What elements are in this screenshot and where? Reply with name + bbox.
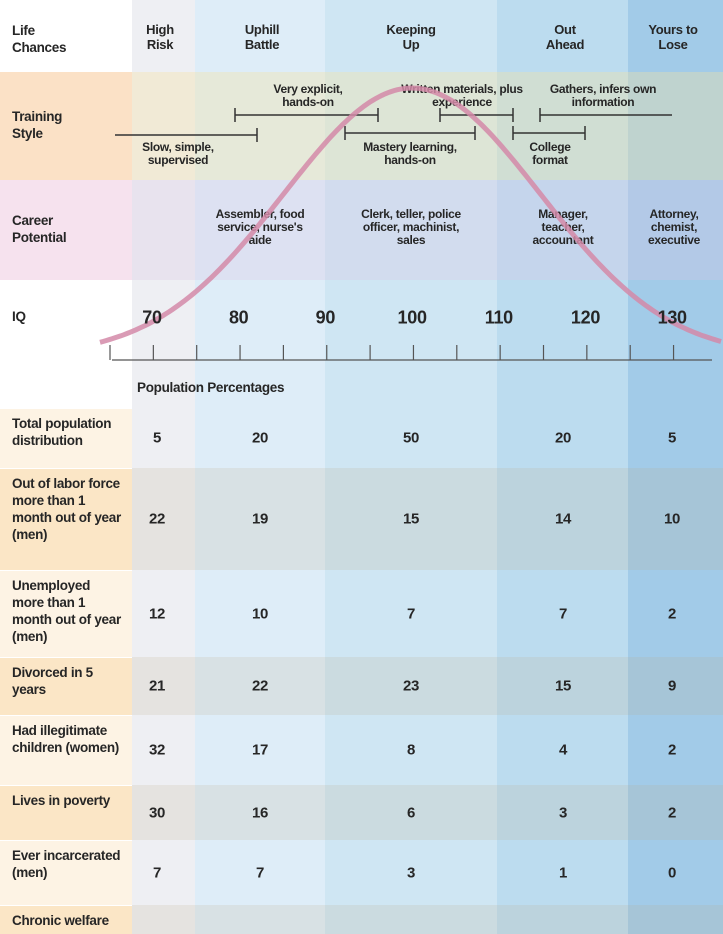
column-header: High Risk — [146, 22, 174, 52]
cell-value: 0 — [667, 864, 677, 881]
cell-value: 10 — [663, 510, 681, 528]
cell-value: 3 — [406, 864, 416, 881]
row-label: Out of labor force more than 1 month out… — [12, 476, 121, 542]
row-bg — [0, 468, 132, 571]
row-label: IQ — [12, 309, 26, 324]
iq-tick: 100 — [397, 307, 427, 328]
row-label: Ever incarcerated (men) — [12, 848, 121, 880]
iq-tick: 80 — [228, 307, 249, 328]
row-bg — [0, 570, 132, 658]
cell-value: 50 — [402, 429, 420, 447]
cell-value: 8 — [406, 741, 416, 759]
cell-value: 3 — [558, 804, 568, 821]
iq-tick: 110 — [484, 307, 513, 328]
iq-tick: 130 — [657, 307, 687, 328]
training-item: Mastery learning, hands-on — [363, 140, 457, 167]
cell-value: 9 — [667, 677, 677, 695]
row-label: Career Potential — [12, 213, 67, 245]
row-label: Divorced in 5 years — [12, 665, 93, 697]
cell-value: 5 — [667, 429, 677, 447]
training-item: Slow, simple, supervised — [142, 140, 214, 167]
iq-tick: 90 — [315, 307, 336, 328]
cell-value: 12 — [148, 605, 166, 622]
row-label: Total population distribution — [12, 416, 112, 448]
cell-value: 20 — [554, 429, 572, 447]
cell-value: 30 — [148, 804, 166, 821]
career-item: Manager, teacher, accountant — [532, 207, 594, 247]
cell-value: 15 — [402, 510, 420, 528]
header-label: Life Chances — [12, 23, 67, 55]
cell-value: 14 — [554, 510, 572, 528]
row-label: Lives in poverty — [12, 793, 110, 808]
row-band — [132, 785, 723, 840]
row-bg — [0, 905, 132, 934]
cell-value: 7 — [558, 605, 568, 622]
training-item: College format — [529, 140, 571, 167]
iq-tick: 120 — [570, 307, 601, 328]
row-bg — [0, 408, 132, 469]
training-item: Gathers, infers own information — [549, 82, 657, 109]
row-label: Unemployed more than 1 month out of year… — [12, 578, 121, 644]
cell-value: 4 — [558, 741, 568, 759]
career-item: Clerk, teller, police officer, machinist… — [361, 207, 461, 247]
cell-value: 21 — [148, 677, 166, 695]
row-bg — [0, 657, 132, 716]
cell-value: 6 — [406, 804, 416, 821]
cell-value: 16 — [251, 804, 269, 821]
cell-value: 20 — [251, 429, 269, 447]
cell-value: 32 — [148, 741, 166, 759]
column-header: Uphill Battle — [244, 22, 280, 52]
column-header: Yours to Lose — [648, 22, 698, 52]
cell-value: 7 — [152, 864, 162, 881]
cell-value: 1 — [558, 864, 568, 881]
cell-value: 23 — [402, 677, 420, 695]
training-item: Written materials, plus experience — [401, 82, 523, 109]
cell-value: 7 — [255, 864, 265, 881]
cell-value: 15 — [554, 677, 572, 695]
cell-value: 2 — [667, 741, 677, 759]
row-label: Chronic welfare — [12, 913, 109, 928]
cell-value: 10 — [251, 605, 269, 622]
row-label: Had illegitimate children (women) — [12, 723, 119, 755]
section-label: Population Percentages — [137, 380, 285, 395]
cell-value: 17 — [251, 741, 269, 759]
column-header: Out Ahead — [545, 22, 585, 52]
cell-value: 5 — [152, 429, 162, 447]
row-band — [132, 468, 723, 570]
iq-tick: 70 — [142, 307, 162, 328]
row-label: Training Style — [12, 109, 63, 141]
row-bg — [0, 840, 132, 906]
cell-value: 22 — [251, 677, 269, 695]
row-band — [132, 905, 723, 934]
column-header: Keeping Up — [386, 22, 436, 52]
career-item: Attorney, chemist, executive — [647, 207, 700, 247]
row-bg — [0, 715, 132, 786]
cell-value: 7 — [406, 605, 416, 622]
cell-value: 2 — [667, 804, 677, 821]
cell-value: 19 — [251, 510, 269, 528]
row-band — [132, 657, 723, 715]
row-bg — [0, 785, 132, 841]
training-item: Very explicit, hands-on — [273, 82, 343, 109]
career-item: Assembler, food service, nurse's aide — [215, 207, 305, 247]
cell-value: 2 — [667, 605, 677, 622]
cell-value: 22 — [148, 510, 166, 528]
